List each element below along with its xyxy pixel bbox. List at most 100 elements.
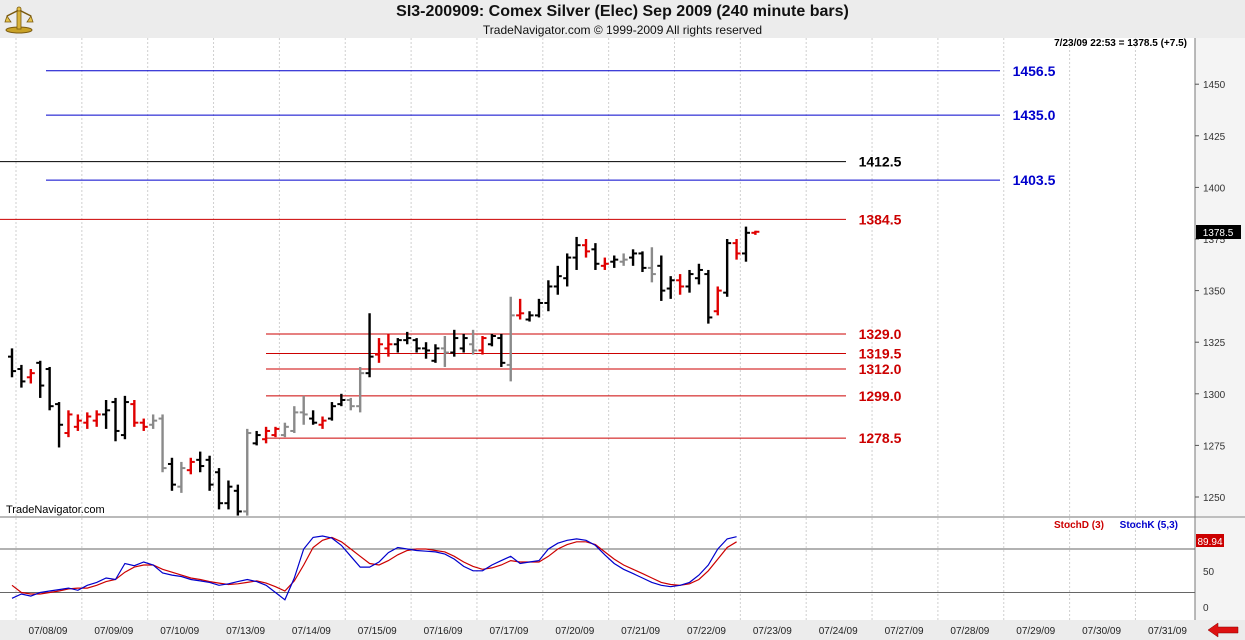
price-bar (422, 342, 431, 359)
price-bar (8, 348, 16, 378)
price-bar (365, 313, 374, 378)
price-bar (553, 265, 562, 295)
level-label: 1299.0 (859, 388, 902, 404)
price-bar (591, 243, 600, 270)
vertical-gridlines (15, 38, 1136, 620)
price-bar (309, 410, 318, 425)
level-label: 1412.5 (859, 154, 902, 170)
price-bar (713, 286, 722, 316)
price-bar (215, 468, 224, 510)
price-bar (73, 414, 82, 431)
price-bar (224, 480, 233, 510)
level-label: 1435.0 (1013, 107, 1056, 123)
price-bar (158, 414, 167, 473)
price-bar (487, 333, 496, 347)
price-bar (186, 457, 195, 475)
price-tick-label: 1375 (1203, 235, 1226, 246)
chart-title: SI3-200909: Comex Silver (Elec) Sep 2009… (396, 3, 849, 20)
price-bar (262, 426, 271, 444)
price-bar (139, 418, 148, 431)
date-tick-label: 07/17/09 (489, 626, 528, 637)
price-bar (525, 311, 534, 322)
price-bar (704, 269, 713, 324)
price-bar (346, 397, 355, 411)
price-bar (619, 253, 628, 266)
level-label: 1384.5 (859, 211, 902, 227)
price-bar (534, 298, 543, 318)
price-bar (469, 329, 478, 355)
stoch-value-label: 89.94 (1197, 537, 1222, 548)
price-bar (450, 329, 459, 357)
price-bar (647, 247, 656, 283)
watermark: TradeNavigator.com (6, 504, 105, 516)
trade-navigator-logo-icon (4, 4, 34, 34)
price-bar (271, 426, 280, 438)
price-tick-label: 1250 (1203, 493, 1226, 504)
price-bar (290, 406, 299, 434)
date-axis: 07/08/09 07/09/09 07/10/09 07/13/09 07/14/09… (29, 626, 1188, 637)
price-bar (83, 412, 92, 429)
price-bar (393, 338, 402, 353)
price-bar (120, 395, 129, 440)
price-tick-label: 1400 (1203, 183, 1226, 194)
stoch-k-line (11, 535, 737, 601)
stoch-k-legend: StochK (5,3) (1120, 520, 1178, 531)
price-bar (196, 451, 205, 473)
date-tick-label: 07/23/09 (753, 626, 792, 637)
price-levels: 1456.5 1435.0 1412.5 1403.5 1384.5 1329.0 1319… (0, 63, 1056, 446)
stochastic-panel: 0 50 StochD (3) StochK (5,3) 89.94 (0, 520, 1224, 614)
price-bar (723, 239, 732, 297)
scroll-right-arrow-icon[interactable] (1205, 622, 1241, 638)
date-tick-label: 07/10/09 (160, 626, 199, 637)
price-bar (205, 455, 214, 491)
price-tick-label: 1275 (1203, 441, 1226, 452)
price-bar (36, 360, 45, 398)
price-bar (497, 333, 506, 367)
price-bar (318, 416, 327, 429)
price-tick-label: 1325 (1203, 338, 1226, 349)
level-label: 1278.5 (859, 430, 902, 446)
price-tick-label: 1425 (1203, 132, 1226, 143)
date-tick-label: 07/13/09 (226, 626, 265, 637)
price-bar (280, 422, 289, 438)
price-bar (732, 239, 741, 260)
price-bar (327, 402, 336, 421)
date-tick-label: 07/21/09 (621, 626, 660, 637)
date-tick-label: 07/28/09 (950, 626, 989, 637)
price-bar (666, 276, 675, 299)
date-tick-label: 07/24/09 (819, 626, 858, 637)
price-bar (751, 230, 760, 235)
price-bar (64, 410, 73, 438)
price-bar (384, 333, 393, 357)
date-tick-label: 07/20/09 (555, 626, 594, 637)
date-tick-label: 07/31/09 (1148, 626, 1187, 637)
price-bar (516, 298, 525, 320)
price-bar (337, 393, 346, 407)
chart-subtitle: TradeNavigator.com © 1999-2009 All right… (482, 23, 763, 37)
price-bar (544, 280, 553, 312)
price-bar (17, 364, 26, 388)
price-bars (8, 226, 760, 516)
price-bar (629, 249, 638, 266)
price-axis: 1250 1275 1300 1325 1350 1375 1400 1425 1450 (1195, 80, 1226, 504)
price-bar (177, 461, 186, 493)
price-bar (563, 253, 572, 287)
price-bar (233, 484, 242, 516)
price-bar (92, 410, 101, 427)
price-bar (741, 226, 750, 262)
date-tick-label: 07/14/09 (292, 626, 331, 637)
price-bar (167, 457, 176, 491)
price-bar (130, 399, 139, 427)
level-label: 1456.5 (1013, 63, 1056, 79)
stoch-d-legend: StochD (3) (1054, 520, 1104, 531)
price-bar (374, 338, 383, 363)
price-tick-label: 1300 (1203, 390, 1226, 401)
price-bar (638, 251, 647, 273)
price-bar (243, 428, 252, 516)
level-label: 1403.5 (1013, 172, 1056, 188)
level-label: 1319.5 (859, 346, 902, 362)
date-tick-label: 07/22/09 (687, 626, 726, 637)
price-tick-label: 1450 (1203, 80, 1226, 91)
price-bar (26, 369, 35, 384)
